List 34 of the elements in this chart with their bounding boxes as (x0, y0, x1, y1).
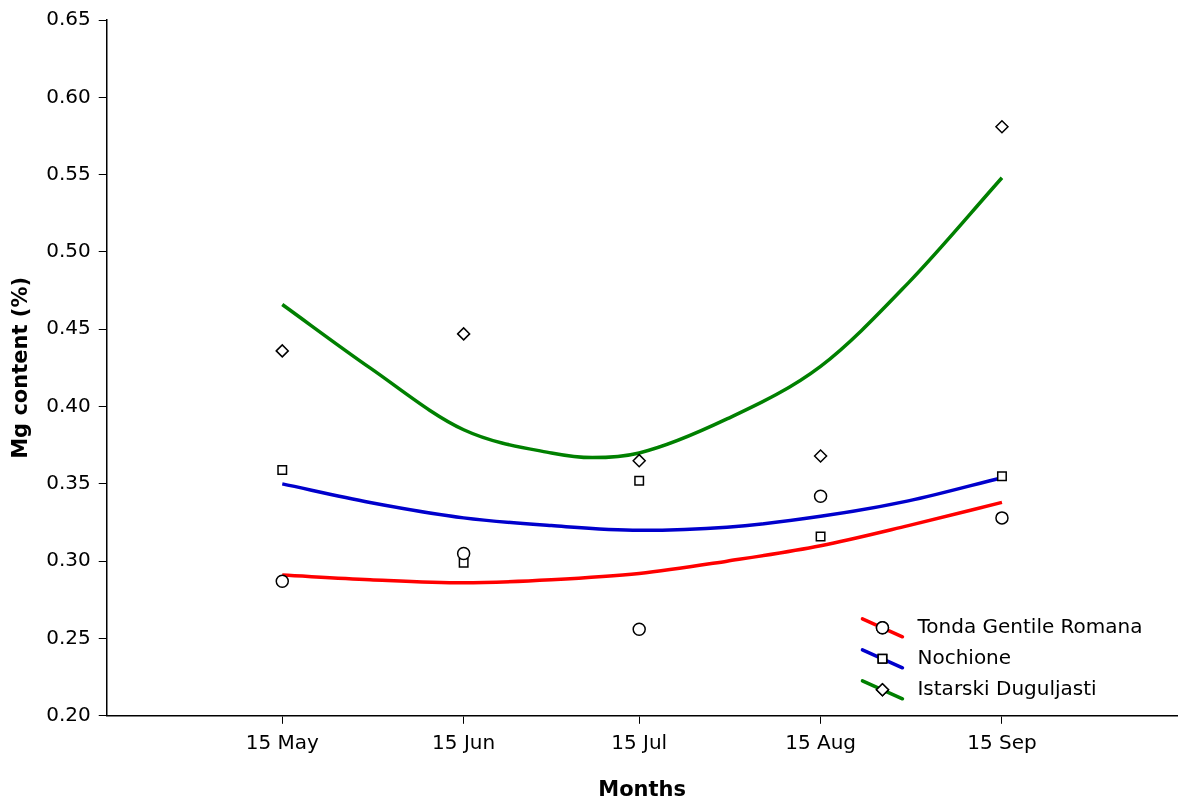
point (456, 546, 471, 561)
point (634, 475, 645, 486)
point (995, 511, 1009, 525)
legend-label: Nochione (917, 645, 1012, 669)
point (995, 119, 1009, 134)
point (632, 453, 646, 468)
point (815, 531, 826, 542)
legend-label: Tonda Gentile Romana (916, 614, 1143, 638)
point (813, 449, 828, 463)
point (456, 327, 471, 341)
y-tick-label: 0.65 (46, 6, 91, 31)
point (275, 574, 290, 589)
y-axis-title: Mg content (%) (8, 276, 33, 459)
x-tick-label: 15 Aug (785, 730, 857, 754)
y-tick-label: 0.55 (46, 160, 91, 185)
x-tick-label: 15 Jul (611, 730, 668, 754)
y-tick-label: 0.20 (46, 702, 91, 726)
point (996, 471, 1007, 482)
y-tick-label: 0.40 (46, 392, 91, 417)
y-tick-label: 0.35 (46, 470, 91, 495)
y-tick-label: 0.25 (46, 624, 91, 649)
x-tick-label: 15 Sep (967, 730, 1037, 754)
point (632, 622, 646, 636)
y-tick-label: 0.50 (46, 238, 91, 263)
x-tick-label: 15 Jun (432, 730, 496, 754)
y-tick-label: 0.60 (46, 83, 91, 108)
y-tick-label: 0.45 (46, 315, 91, 340)
x-tick-label: 15 May (245, 730, 320, 754)
point (277, 464, 288, 475)
y-tick-label: 0.30 (46, 547, 91, 572)
x-axis-title: Months (598, 776, 686, 801)
point (813, 489, 828, 503)
point (275, 344, 290, 358)
legend-label: Istarski Duguljasti (917, 676, 1097, 700)
